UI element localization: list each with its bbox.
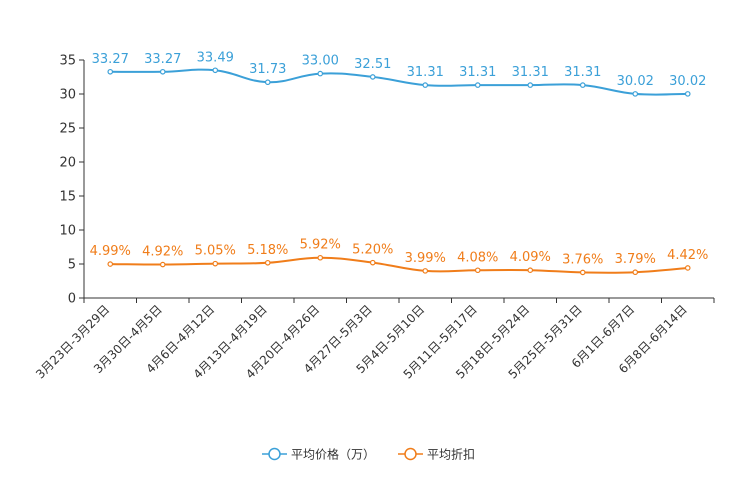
data-point[interactable]	[369, 259, 376, 266]
data-point[interactable]	[212, 260, 219, 267]
data-label: 30.02	[617, 74, 654, 89]
data-label: 31.73	[249, 62, 286, 77]
legend-marker-icon	[404, 447, 417, 461]
series-2: 4.99% 4.92% 5.05% 5.18% 5.92% 5.20% 3.99% 4.08%…	[90, 238, 708, 276]
data-label: 3.99%	[405, 251, 446, 266]
data-point[interactable]	[474, 267, 481, 274]
data-label: 4.92%	[142, 245, 183, 260]
legend[interactable]: 平均价格（万） 平均折扣	[262, 447, 475, 462]
data-point[interactable]	[684, 91, 691, 97]
y-tick-label: 25	[59, 122, 76, 137]
data-label: 5.18%	[247, 243, 288, 258]
data-label: 31.31	[459, 65, 496, 80]
y-tick-label: 10	[59, 224, 76, 239]
series-layer: 33.27 33.27 33.49 31.73 33.00 32.51 31.31 31.31…	[90, 50, 708, 276]
data-point[interactable]	[579, 269, 586, 276]
data-point[interactable]	[212, 67, 219, 74]
data-label: 4.99%	[90, 244, 131, 259]
data-point[interactable]	[317, 254, 324, 261]
data-point[interactable]	[527, 82, 534, 88]
data-point[interactable]	[422, 82, 429, 88]
data-point[interactable]	[474, 82, 481, 88]
data-point[interactable]	[527, 267, 534, 273]
data-point[interactable]	[264, 79, 271, 86]
data-point[interactable]	[107, 261, 114, 267]
data-label: 33.27	[92, 52, 129, 67]
data-point[interactable]	[632, 269, 639, 276]
legend-item-1[interactable]: 平均价格（万）	[262, 447, 375, 462]
data-label: 32.51	[354, 57, 391, 72]
data-label: 33.49	[197, 50, 234, 65]
data-label: 31.31	[564, 65, 601, 80]
data-label: 5.20%	[352, 243, 393, 258]
data-point[interactable]	[369, 74, 376, 80]
data-label: 3.79%	[615, 252, 656, 267]
data-label: 33.27	[144, 52, 181, 67]
data-point[interactable]	[422, 268, 429, 274]
data-point[interactable]	[684, 265, 691, 271]
data-label: 30.02	[669, 74, 706, 89]
data-label: 4.08%	[457, 250, 498, 265]
legend-item-2[interactable]: 平均折扣	[398, 447, 475, 462]
data-label: 4.09%	[510, 250, 551, 265]
y-tick-label: 35	[59, 54, 76, 69]
legend-label: 平均折扣	[427, 447, 475, 462]
data-label: 33.00	[302, 54, 339, 69]
data-point[interactable]	[264, 259, 271, 266]
data-point[interactable]	[579, 82, 586, 88]
axes: 051015202530353月23日-3月29日3月30日-4月5日4月6日-…	[33, 54, 715, 382]
data-label: 3.76%	[562, 252, 603, 267]
data-label: 31.31	[407, 65, 444, 80]
data-label: 31.31	[512, 65, 549, 80]
y-tick-label: 0	[68, 292, 76, 307]
y-tick-label: 30	[59, 88, 76, 103]
data-point[interactable]	[632, 91, 639, 97]
data-label: 4.42%	[667, 248, 708, 263]
y-tick-label: 5	[68, 258, 76, 273]
data-label: 5.05%	[195, 244, 236, 259]
data-point[interactable]	[159, 261, 166, 268]
series-line	[110, 68, 688, 96]
legend-marker-icon	[268, 447, 281, 461]
y-tick-label: 20	[59, 156, 76, 171]
data-point[interactable]	[159, 68, 166, 75]
series-1: 33.27 33.27 33.49 31.73 33.00 32.51 31.31 31.31…	[92, 50, 706, 97]
y-tick-label: 15	[59, 190, 76, 205]
data-point[interactable]	[317, 70, 324, 77]
data-label: 5.92%	[300, 238, 341, 253]
data-point[interactable]	[107, 68, 114, 75]
series-line	[110, 256, 688, 274]
legend-label: 平均价格（万）	[291, 447, 375, 462]
